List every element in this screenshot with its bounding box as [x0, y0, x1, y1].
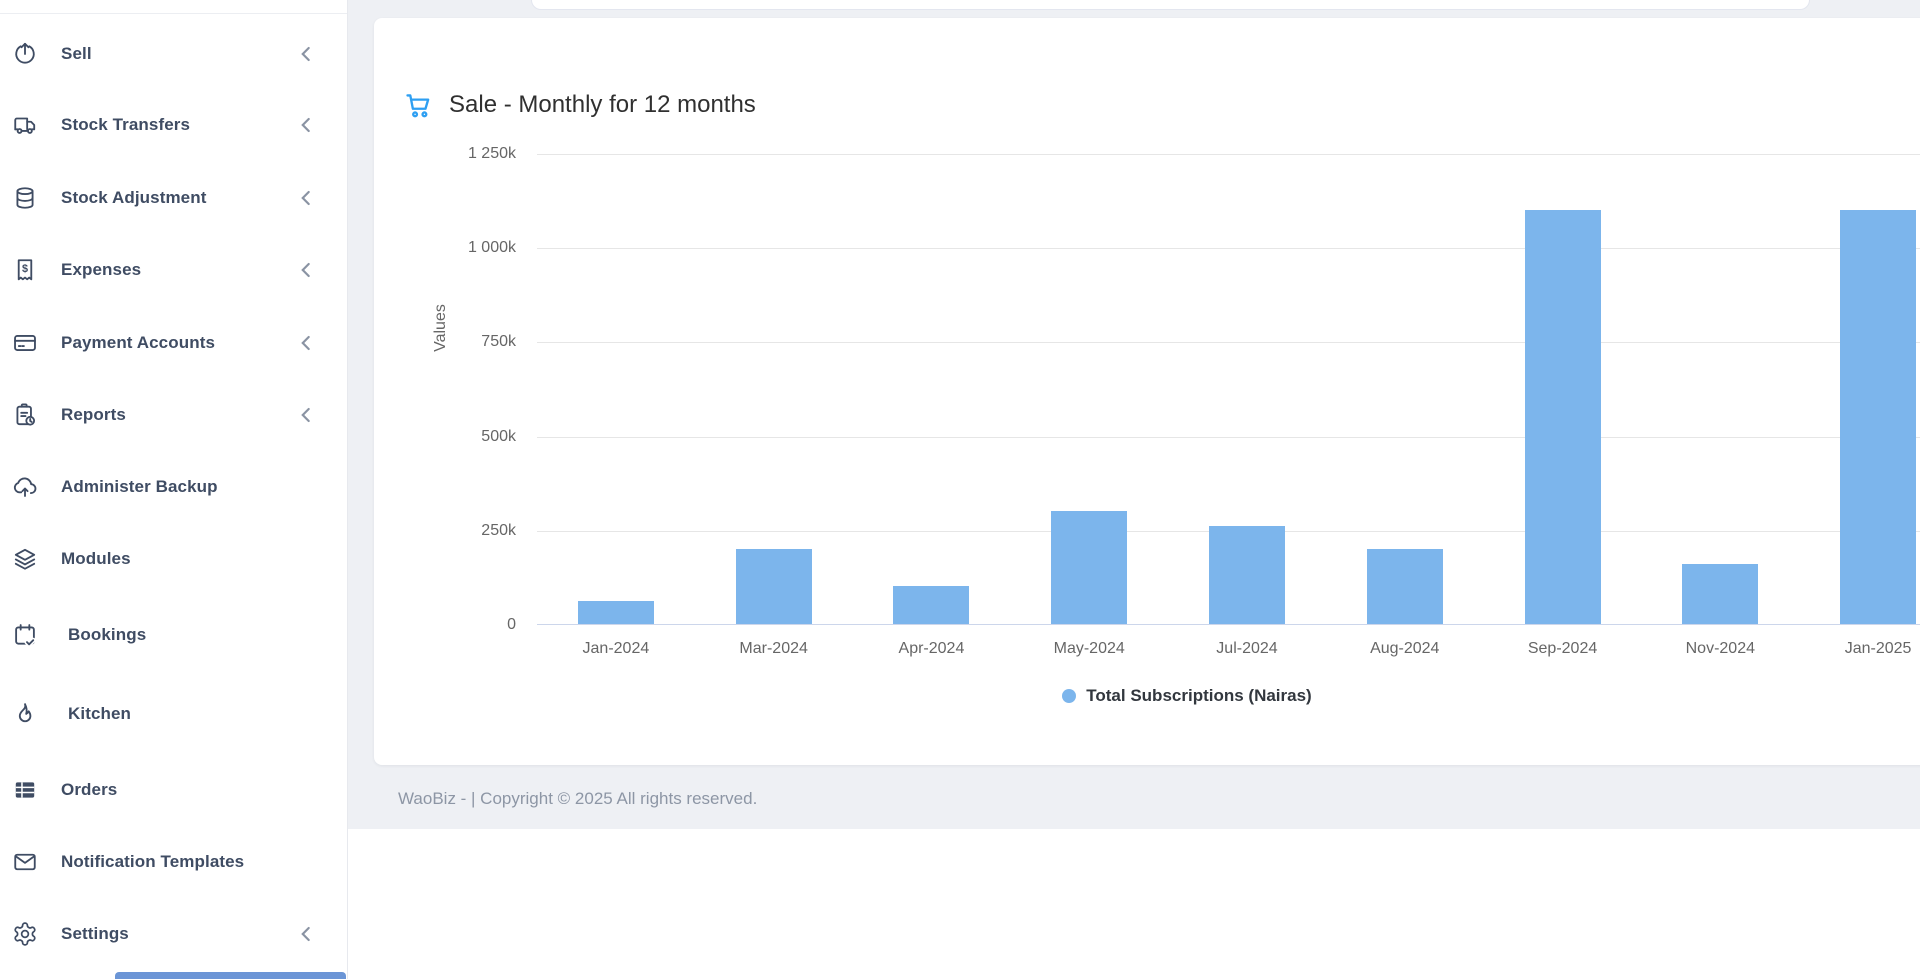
- x-axis-line: [537, 624, 1920, 625]
- chevron-left-icon[interactable]: [293, 921, 319, 947]
- chart-header: Sale - Monthly for 12 months: [404, 88, 756, 122]
- sidebar-item-expenses[interactable]: $ Expenses: [0, 247, 347, 293]
- sidebar-item-label: Sell: [61, 44, 92, 63]
- x-axis-label: Aug-2024: [1370, 640, 1440, 657]
- chevron-left-icon[interactable]: [293, 112, 319, 138]
- svg-text:$: $: [22, 263, 28, 275]
- sidebar-item-label: Settings: [61, 924, 129, 943]
- chevron-left-icon[interactable]: [293, 402, 319, 428]
- legend-label: Total Subscriptions (Nairas): [1086, 686, 1312, 705]
- shopping-cart-icon: [406, 94, 430, 118]
- x-axis-label: Jan-2025: [1844, 640, 1912, 657]
- x-axis-label: Mar-2024: [739, 640, 808, 657]
- sidebar-item-label: Stock Transfers: [61, 115, 191, 134]
- sidebar-item-sell[interactable]: Sell: [0, 31, 347, 77]
- database-icon: [16, 187, 34, 209]
- sidebar-item-payment-accounts[interactable]: Payment Accounts: [0, 320, 347, 366]
- y-axis-title: Values: [432, 304, 449, 352]
- clipboard-clock-icon: [16, 403, 36, 426]
- gridline: [537, 248, 1920, 250]
- bar-Aug-2024[interactable]: [1366, 548, 1443, 624]
- chevron-left-icon[interactable]: [293, 330, 319, 356]
- x-axis-label: May-2024: [1053, 640, 1125, 657]
- chevron-left-icon[interactable]: [293, 41, 319, 67]
- sidebar-item-label: Orders: [61, 780, 118, 799]
- main-content: Sale - Monthly for 12 months Values 0 250…: [348, 0, 1920, 979]
- bar-Jan-2025[interactable]: [1840, 209, 1917, 624]
- x-axis-label: Jul-2024: [1216, 640, 1278, 657]
- bar-Jan-2024[interactable]: [577, 601, 654, 624]
- legend-marker: [1062, 689, 1077, 703]
- x-axis-label: Nov-2024: [1685, 640, 1755, 657]
- truck-icon: [14, 117, 36, 134]
- sidebar-item-stock-transfers[interactable]: Stock Transfers: [0, 102, 347, 148]
- calendar-check-icon: [15, 624, 36, 647]
- chart-plot-area: 0 250k 500k 750k 1 000k 1 250k Jan-2024 Mar-202…: [468, 145, 1920, 657]
- credit-card-icon: [14, 335, 36, 351]
- sidebar-item-label: Notification Templates: [61, 852, 245, 871]
- y-axis-tick-label: 0: [507, 616, 516, 633]
- gridline: [537, 342, 1920, 344]
- sales-chart-card: Sale - Monthly for 12 months Values 0 250…: [374, 18, 1920, 765]
- x-axis-label: Apr-2024: [898, 640, 965, 657]
- sidebar-item-stock-adjustment[interactable]: Stock Adjustment: [0, 175, 347, 221]
- bar-Sep-2024[interactable]: [1524, 209, 1601, 624]
- sidebar-item-modules[interactable]: Modules: [0, 536, 347, 582]
- bar-Jul-2024[interactable]: [1209, 526, 1285, 624]
- sidebar-item-label: Kitchen: [68, 704, 132, 723]
- chevron-left-icon[interactable]: [293, 185, 319, 211]
- sidebar-item-label: Expenses: [61, 260, 142, 279]
- x-axis-label: Jan-2024: [582, 640, 650, 657]
- partially-visible-active-item[interactable]: [115, 972, 346, 979]
- layers-icon: [14, 548, 36, 570]
- sidebar-item-label: Bookings: [68, 625, 147, 644]
- page-background: [348, 829, 1920, 979]
- y-axis-tick-label: 500k: [481, 427, 516, 445]
- y-axis-tick-label: 750k: [481, 333, 516, 351]
- bar-Apr-2024[interactable]: [893, 586, 970, 624]
- bar-Nov-2024[interactable]: [1682, 563, 1759, 624]
- y-axis-tick-label: 1 250k: [467, 145, 516, 162]
- envelope-icon: [14, 853, 36, 871]
- x-axis-label: Sep-2024: [1527, 640, 1598, 657]
- gridline: [537, 436, 1920, 438]
- sidebar-item-label: Payment Accounts: [61, 333, 216, 352]
- sidebar-item-label: Administer Backup: [61, 477, 218, 496]
- sidebar-item-label: Modules: [61, 549, 131, 568]
- sidebar-item-label: Reports: [61, 405, 126, 424]
- sidebar-item-label: Stock Adjustment: [61, 188, 207, 207]
- sidebar-item-bookings[interactable]: Bookings: [0, 612, 347, 658]
- y-axis-tick-label: 1 000k: [467, 239, 516, 257]
- cloud-upload-icon: [13, 477, 37, 497]
- sidebar-item-settings[interactable]: Settings: [0, 911, 347, 957]
- sidebar-top-divider: [0, 13, 347, 14]
- chevron-left-icon[interactable]: [293, 257, 319, 283]
- copyright-text: WaoBiz - | Copyright © 2025 All rights r…: [398, 789, 758, 808]
- gridline: [537, 154, 1920, 155]
- bar-May-2024[interactable]: [1051, 510, 1128, 624]
- legend-item[interactable]: Total Subscriptions (Nairas): [537, 686, 1837, 706]
- sidebar-item-notification-templates[interactable]: Notification Templates: [0, 839, 347, 885]
- receipt-dollar-icon: $: [17, 259, 33, 281]
- sidebar: Sell Stock Transfers Stock Adjustment $ …: [0, 0, 348, 979]
- sidebar-item-administer-backup[interactable]: Administer Backup: [0, 464, 347, 510]
- gear-icon: [14, 922, 36, 946]
- chart-title: Sale - Monthly for 12 months: [449, 91, 756, 118]
- sidebar-item-orders[interactable]: Orders: [0, 767, 347, 813]
- flame-icon: [18, 703, 32, 723]
- table-icon: [15, 782, 35, 798]
- bar-Mar-2024[interactable]: [735, 548, 812, 624]
- sidebar-item-reports[interactable]: Reports: [0, 392, 347, 438]
- share-upload-icon: [15, 42, 35, 64]
- search-input-cutoff[interactable]: [531, 0, 1810, 10]
- y-axis-tick-label: 250k: [481, 521, 516, 539]
- sidebar-item-kitchen[interactable]: Kitchen: [0, 691, 347, 737]
